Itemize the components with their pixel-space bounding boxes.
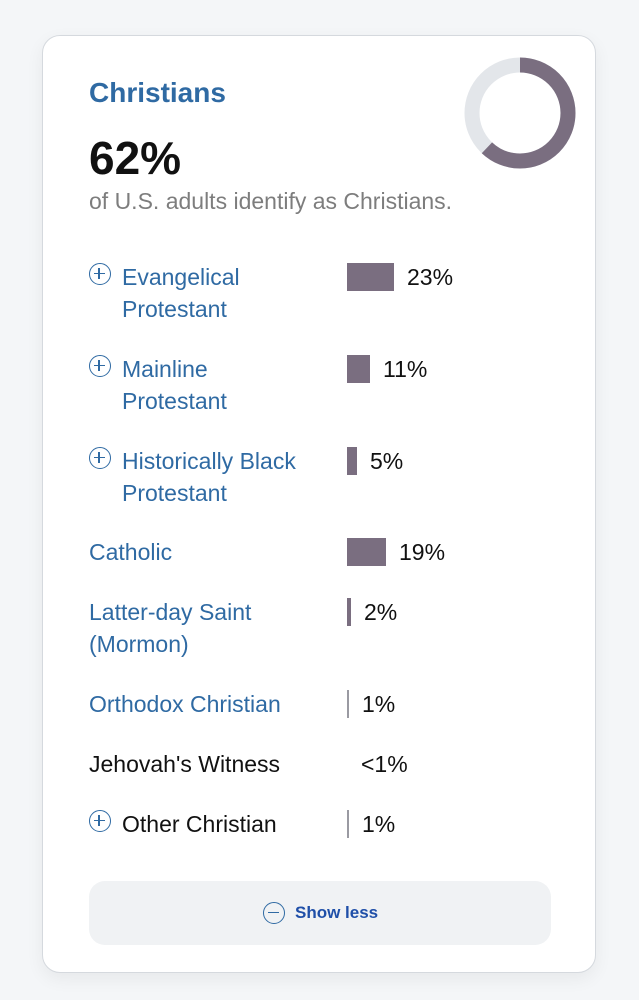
minus-circle-icon: [263, 902, 285, 924]
row-percent: 11%: [383, 356, 428, 382]
row-label-line[interactable]: Protestant: [122, 388, 227, 414]
headline-subtitle: of U.S. adults identify as Christians.: [89, 188, 453, 214]
value-bar: [347, 355, 370, 383]
row-percent: 19%: [399, 539, 446, 565]
value-bar: [347, 263, 394, 291]
row-label: Jehovah's Witness: [89, 748, 329, 780]
show-less-button[interactable]: Show less: [89, 881, 551, 945]
donut-arc: [464, 57, 576, 169]
row-label: Orthodox Christian: [89, 688, 329, 720]
plus-circle-icon[interactable]: [89, 263, 111, 285]
row-label-line: Jehovah's Witness: [89, 751, 281, 777]
row-label-line[interactable]: Protestant: [122, 296, 227, 322]
donut-chart: [464, 57, 576, 169]
value-bar: [347, 598, 351, 626]
value-bar: [347, 690, 349, 718]
christians-card: Christians 62% of U.S. adults identify a…: [42, 35, 596, 973]
row-percent: 5%: [370, 448, 404, 474]
value-bar: [347, 538, 386, 566]
row-label: Latter-day Saint (Mormon): [89, 596, 329, 660]
value-bar: [347, 447, 357, 475]
row-label-line[interactable]: Evangelical: [122, 264, 240, 290]
row-percent: <1%: [361, 751, 408, 777]
row-label-line[interactable]: Catholic: [89, 539, 173, 565]
plus-circle-icon[interactable]: [89, 355, 111, 377]
row-label-line: Other Christian: [122, 811, 277, 837]
row-label: Mainline Protestant: [89, 353, 329, 417]
row-label-line[interactable]: Latter-day Saint: [89, 599, 252, 625]
row-percent: 23%: [407, 264, 454, 290]
row-label-line[interactable]: (Mormon): [89, 631, 189, 657]
headline-percent: 62%: [89, 132, 182, 184]
value-bar: [347, 810, 349, 838]
row-label-line[interactable]: Historically Black: [122, 448, 296, 474]
plus-circle-icon[interactable]: [89, 810, 111, 832]
row-label: Catholic: [89, 536, 329, 568]
row-label: Evangelical Protestant: [89, 261, 329, 325]
plus-circle-icon[interactable]: [89, 447, 111, 469]
row-label-line[interactable]: Protestant: [122, 480, 227, 506]
row-percent: 2%: [364, 599, 398, 625]
show-less-label: Show less: [295, 903, 379, 922]
row-label-line[interactable]: Mainline: [122, 356, 208, 382]
row-percent: 1%: [362, 811, 396, 837]
row-label: Historically Black Protestant: [89, 445, 329, 509]
row-label-line[interactable]: Orthodox Christian: [89, 691, 281, 717]
row-percent: 1%: [362, 691, 396, 717]
card-title: Christians: [89, 77, 226, 108]
row-label: Other Christian: [89, 808, 329, 840]
